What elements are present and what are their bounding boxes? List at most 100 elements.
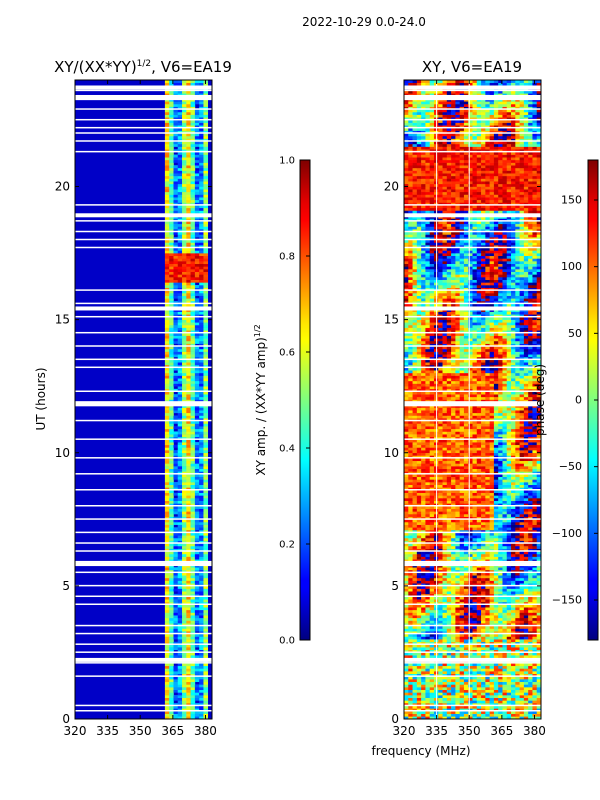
- heatmap-cell: [502, 535, 508, 539]
- heatmap-cell: [199, 471, 204, 475]
- heatmap-cell: [502, 620, 508, 624]
- heatmap-cell: [404, 684, 409, 688]
- heatmap-cell: [173, 285, 179, 288]
- heatmap-cell: [485, 615, 490, 619]
- heatmap-cell: [169, 149, 174, 153]
- heatmap-cell: [182, 282, 187, 286]
- heatmap-cell: [536, 617, 541, 621]
- heatmap-cell: [194, 545, 200, 549]
- heatmap-cell: [416, 644, 422, 648]
- heatmap-cell: [164, 434, 170, 438]
- heatmap-cell: [190, 359, 196, 363]
- heatmap-cell: [425, 679, 430, 683]
- heatmap-cell: [476, 521, 482, 525]
- heatmap-cell: [177, 468, 183, 472]
- heatmap-cell: [425, 588, 430, 592]
- heatmap-cell: [425, 577, 430, 581]
- heatmap-cell: [190, 261, 196, 265]
- heatmap-cell: [177, 255, 183, 259]
- heatmap-cell: [481, 623, 486, 627]
- heatmap-cell: [194, 468, 200, 472]
- heatmap-cell: [442, 519, 448, 523]
- heatmap-cell: [173, 516, 179, 520]
- heatmap-cell: [511, 540, 516, 544]
- heatmap-cell: [190, 109, 196, 113]
- heatmap-cell: [511, 612, 516, 616]
- heatmap-cell: [429, 684, 435, 688]
- heatmap-cell: [186, 295, 191, 299]
- heatmap-cell: [472, 545, 478, 549]
- heatmap-cell: [476, 612, 482, 616]
- heatmap-cell: [519, 679, 525, 683]
- heatmap-cell: [199, 159, 204, 163]
- heatmap-cell: [421, 655, 426, 659]
- heatmap-cell: [199, 484, 204, 488]
- heatmap-cell: [519, 617, 525, 621]
- heatmap-cell: [425, 604, 430, 608]
- heatmap-cell: [177, 516, 183, 520]
- heatmap-cell: [169, 324, 174, 328]
- heatmap-cell: [493, 556, 499, 560]
- heatmap-cell: [438, 708, 443, 712]
- heatmap-cell: [203, 141, 209, 145]
- heatmap-cell: [412, 607, 418, 611]
- heatmap-cell: [169, 628, 174, 632]
- heatmap-cell: [451, 577, 456, 581]
- heatmap-cell: [164, 165, 170, 169]
- heatmap-cell: [416, 671, 422, 675]
- heatmap-cell: [528, 607, 533, 611]
- heatmap-cell: [173, 149, 179, 153]
- heatmap-cell: [536, 532, 541, 536]
- heatmap-cell: [421, 532, 426, 536]
- heatmap-cell: [463, 585, 469, 589]
- heatmap-cell: [519, 673, 525, 677]
- heatmap-cell: [173, 527, 179, 531]
- heatmap-cell: [186, 300, 191, 304]
- heatmap-cell: [425, 559, 430, 563]
- heatmap-cell: [438, 631, 443, 635]
- heatmap-cell: [173, 367, 179, 371]
- heatmap-cell: [481, 508, 486, 512]
- heatmap-cell: [429, 532, 435, 536]
- heatmap-cell: [182, 82, 187, 86]
- heatmap-cell: [186, 154, 191, 158]
- heatmap-cell: [506, 535, 512, 539]
- heatmap-cell: [455, 628, 460, 632]
- heatmap-cell: [164, 354, 170, 358]
- gap-stripe: [75, 390, 212, 393]
- heatmap-cell: [481, 513, 486, 517]
- heatmap-cell: [532, 585, 538, 589]
- heatmap-cell: [186, 231, 191, 235]
- heatmap-cell: [506, 665, 512, 669]
- heatmap-cell: [186, 362, 191, 366]
- heatmap-cell: [203, 583, 209, 587]
- heatmap-cell: [203, 197, 209, 201]
- heatmap-cell: [468, 508, 473, 512]
- heatmap-cell: [528, 572, 533, 576]
- heatmap-cell: [173, 577, 179, 581]
- heatmap-cell: [459, 687, 465, 691]
- heatmap-cell: [502, 716, 508, 719]
- heatmap-cell: [194, 122, 200, 126]
- heatmap-cell: [203, 479, 209, 483]
- heatmap-cell: [169, 652, 174, 656]
- heatmap-cell: [169, 133, 174, 137]
- heatmap-cell: [481, 708, 486, 712]
- heatmap-cell: [515, 633, 520, 637]
- heatmap-cell: [523, 609, 529, 613]
- heatmap-cell: [169, 711, 174, 714]
- heatmap-cell: [416, 593, 422, 597]
- heatmap-cell: [164, 138, 170, 142]
- heatmap-cell: [459, 511, 465, 515]
- heatmap-cell: [481, 524, 486, 528]
- heatmap-cell: [451, 556, 456, 560]
- heatmap-cell: [463, 687, 469, 691]
- heatmap-cell: [177, 287, 183, 291]
- heatmap-cell: [173, 668, 179, 672]
- heatmap-cell: [164, 684, 170, 688]
- heatmap-cell: [203, 647, 209, 651]
- heatmap-cell: [498, 681, 503, 685]
- heatmap-cell: [186, 692, 191, 696]
- heatmap-cell: [481, 665, 486, 669]
- heatmap-cell: [164, 468, 170, 472]
